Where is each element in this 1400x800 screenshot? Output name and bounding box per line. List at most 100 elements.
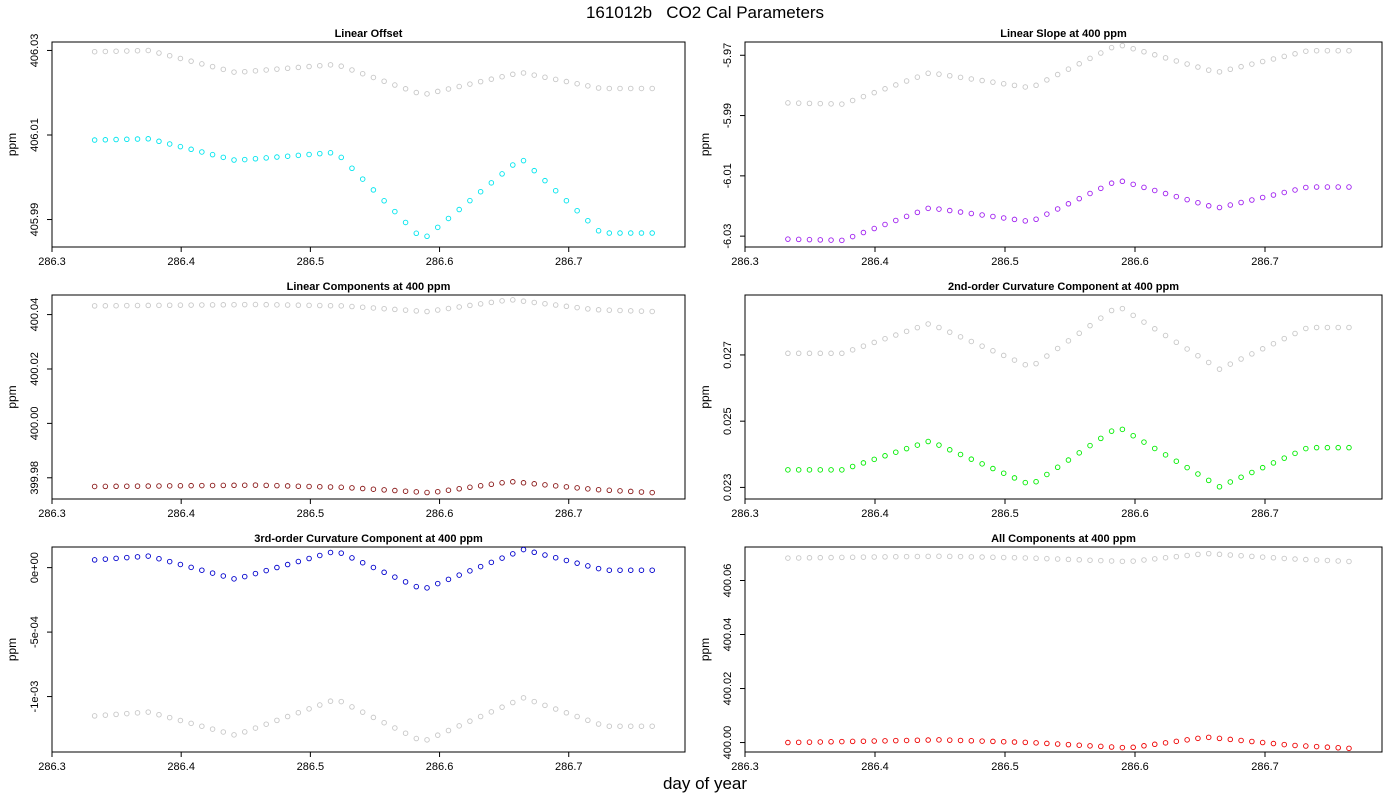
data-point: [1216, 551, 1223, 558]
data-point: [1076, 742, 1082, 748]
data-point: [1119, 744, 1126, 751]
data-point: [871, 89, 877, 96]
data-point: [1152, 326, 1158, 332]
data-point: [893, 332, 899, 338]
data-point: [574, 304, 580, 311]
data-point: [1313, 184, 1320, 190]
plot-frame: [51, 546, 686, 753]
data-point: [849, 554, 856, 561]
data-point: [882, 453, 888, 459]
x-tick-label: 286.4: [167, 761, 195, 773]
x-tick-label: 286.5: [297, 508, 325, 520]
data-point: [510, 479, 516, 485]
data-point: [1022, 739, 1029, 746]
data-point: [595, 228, 602, 234]
y-tick-label: 400.02: [29, 352, 41, 386]
data-point: [241, 729, 248, 735]
data-point: [145, 302, 151, 309]
data-point: [445, 727, 452, 734]
data-point: [871, 225, 877, 232]
data-point: [381, 719, 387, 726]
x-tick-label: 286.7: [555, 256, 583, 268]
data-point: [795, 555, 802, 561]
data-point: [424, 233, 430, 240]
data-point: [871, 339, 877, 346]
data-point: [1227, 552, 1234, 558]
data-point: [434, 307, 441, 313]
data-point: [445, 487, 452, 493]
data-point: [785, 467, 791, 473]
data-point: [1195, 471, 1201, 477]
data-point: [1098, 743, 1104, 750]
data-point: [1281, 741, 1287, 748]
data-point: [1324, 444, 1331, 451]
data-point: [617, 85, 623, 92]
data-point: [499, 480, 505, 486]
data-point: [1108, 428, 1115, 434]
data-point: [1000, 470, 1007, 476]
data-point: [1205, 359, 1212, 366]
data-point: [531, 167, 537, 174]
data-point: [1054, 741, 1061, 747]
data-point: [124, 483, 130, 489]
data-point: [1281, 189, 1287, 196]
data-point: [795, 236, 802, 243]
data-point: [1184, 346, 1190, 352]
data-point: [893, 737, 899, 744]
data-point: [839, 350, 845, 357]
data-point: [166, 52, 173, 59]
data-point: [1065, 338, 1072, 344]
x-tick-label: 286.3: [38, 508, 66, 520]
data-point: [424, 308, 430, 315]
data-point: [1324, 744, 1331, 750]
x-tick-label: 286.7: [555, 761, 583, 773]
data-point: [477, 188, 484, 195]
data-point: [585, 83, 591, 89]
y-axis-label: ppm: [698, 133, 712, 156]
data-point: [1238, 199, 1244, 206]
data-point: [220, 302, 227, 308]
data-point: [338, 63, 344, 69]
data-point: [1000, 81, 1007, 87]
data-point: [1022, 479, 1029, 486]
data-point: [638, 308, 645, 314]
data-point: [1303, 445, 1309, 452]
data-point: [349, 704, 355, 710]
data-point: [1313, 444, 1320, 451]
x-tick-label: 286.5: [991, 256, 1019, 268]
y-axis-label: ppm: [5, 133, 19, 156]
data-point: [574, 207, 580, 214]
data-point: [1195, 551, 1201, 558]
data-point: [1227, 202, 1234, 208]
data-point: [968, 210, 975, 217]
data-point: [1270, 340, 1277, 347]
data-point: [456, 572, 462, 578]
data-point: [1292, 556, 1298, 562]
data-point: [606, 567, 613, 573]
data-point: [1152, 445, 1158, 452]
data-point: [220, 66, 227, 73]
x-tick-label: 286.7: [1251, 256, 1279, 268]
data-point: [488, 559, 495, 566]
data-point: [1259, 554, 1266, 560]
data-point: [359, 176, 366, 182]
data-point: [606, 487, 613, 494]
data-point: [1238, 737, 1244, 744]
data-point: [520, 480, 527, 486]
x-tick-label: 286.6: [1121, 761, 1149, 773]
data-point: [1044, 353, 1050, 359]
data-point: [274, 482, 280, 489]
data-point: [542, 702, 548, 709]
data-point: [627, 308, 634, 314]
data-point: [145, 709, 151, 715]
data-point: [1313, 557, 1320, 563]
data-point: [274, 66, 280, 72]
y-tick-label: 400.04: [722, 618, 734, 652]
data-point: [606, 85, 613, 92]
data-point: [957, 209, 964, 215]
data-point: [828, 554, 834, 561]
data-point: [638, 489, 645, 495]
series: [91, 136, 655, 240]
data-point: [467, 718, 473, 724]
